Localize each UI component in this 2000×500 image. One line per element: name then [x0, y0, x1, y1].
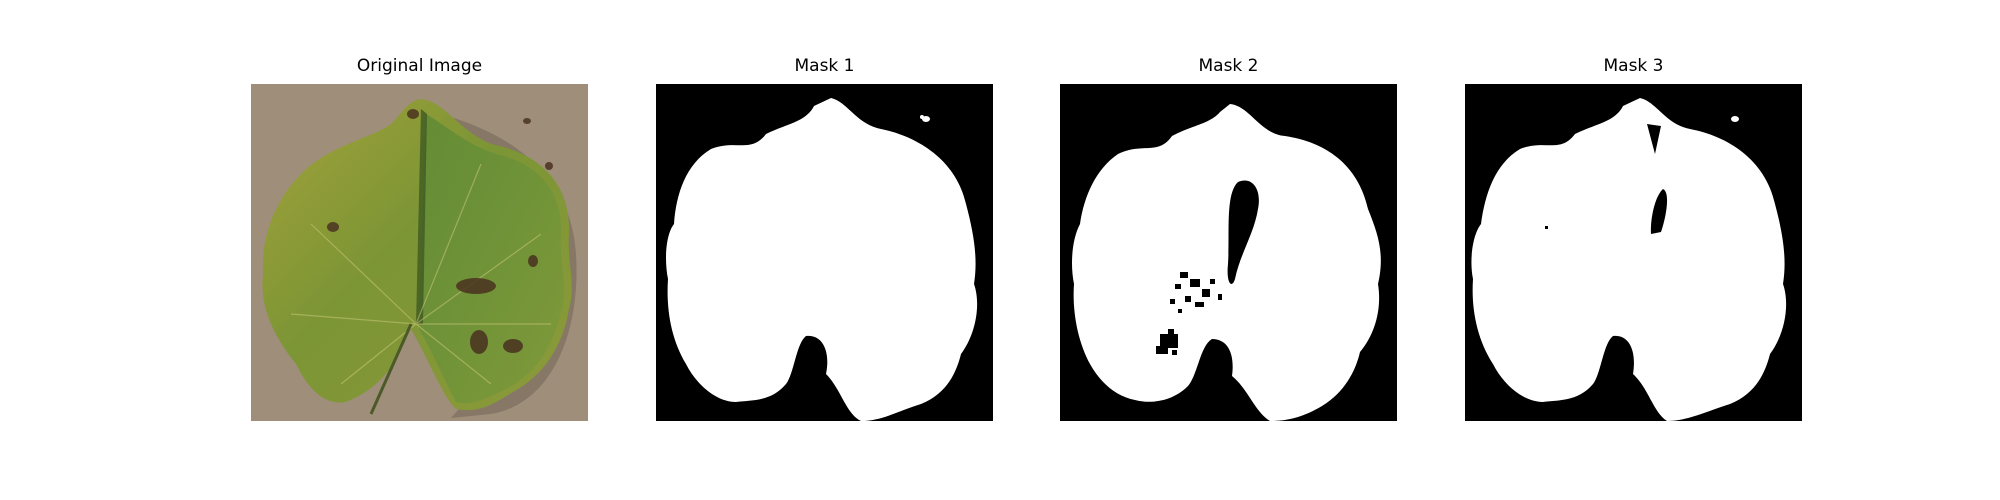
panel-title: Original Image: [356, 56, 483, 76]
panel-title: Mask 1: [794, 56, 855, 76]
mask-2-image: [1060, 84, 1397, 421]
panel-original-image: Original Image: [251, 55, 588, 438]
panel-title: Mask 2: [1198, 56, 1259, 76]
mask-3-image: [1465, 84, 1802, 421]
panel-mask-1: Mask 1: [656, 55, 993, 438]
panel-mask-3: Mask 3: [1465, 55, 1802, 438]
original-leaf-image: [251, 84, 588, 421]
mask-1-image: [656, 84, 993, 421]
panel-mask-2: Mask 2: [1060, 55, 1397, 438]
panel-title: Mask 3: [1603, 56, 1664, 76]
